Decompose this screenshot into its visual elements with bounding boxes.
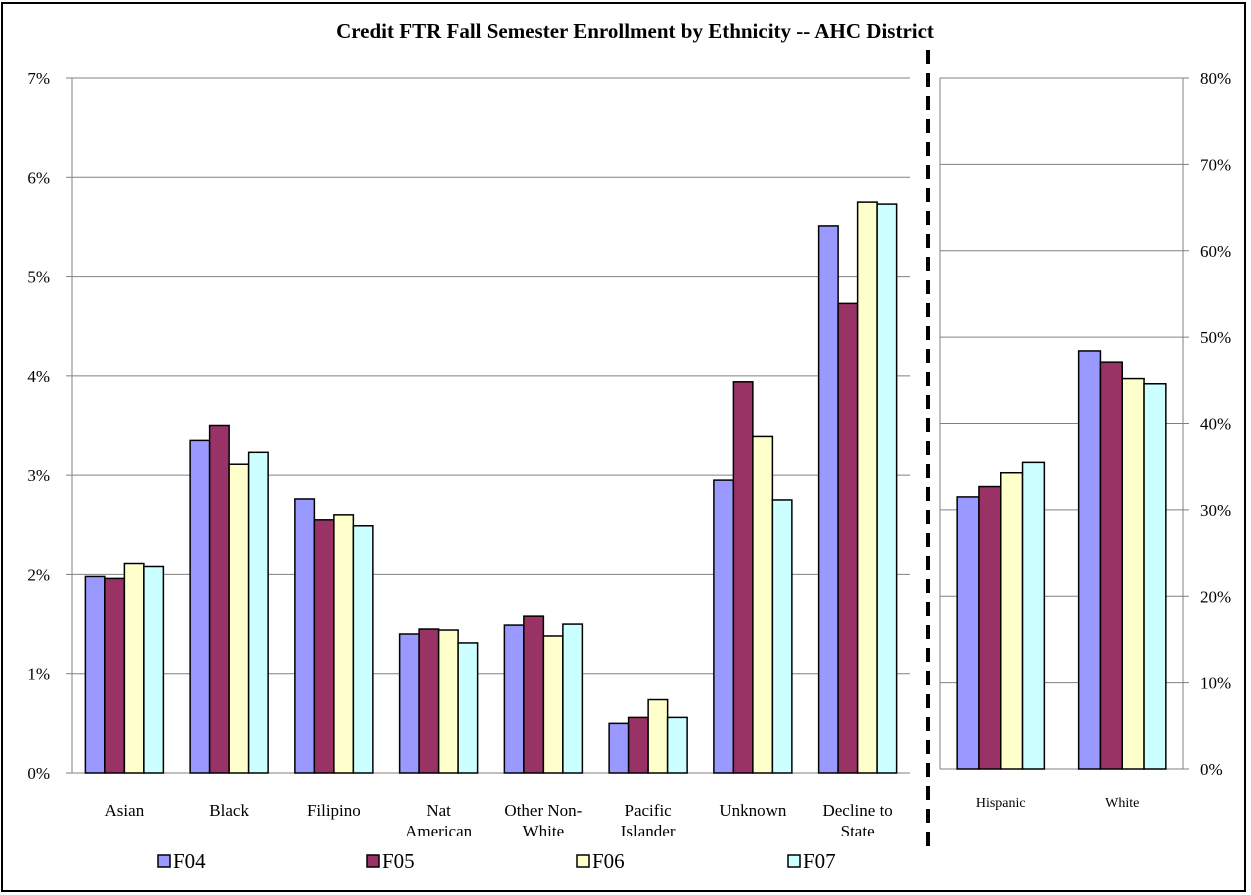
- legend-swatch-F07: [787, 854, 801, 868]
- y-tick-label: 3%: [27, 466, 50, 485]
- bar-F07: [1021, 461, 1046, 770]
- bar-F04: [608, 722, 630, 774]
- y-tick-label: 60%: [1200, 242, 1231, 261]
- bar-F07: [1143, 383, 1167, 770]
- legend-label-F06: F06: [592, 849, 625, 873]
- legend-swatch-F04: [157, 854, 171, 868]
- chart-title: Credit FTR Fall Semester Enrollment by E…: [336, 19, 934, 43]
- bar-F05: [978, 485, 1002, 770]
- legend-swatch-F05: [366, 854, 380, 868]
- bar-F07: [771, 499, 793, 774]
- bar-F07: [143, 565, 165, 774]
- bar-F07: [457, 642, 479, 774]
- legend-label-F07: F07: [803, 849, 836, 873]
- legend: F04 F05 F06 F07: [157, 849, 836, 873]
- y-tick-label: 6%: [27, 168, 50, 187]
- bar-F07: [352, 525, 374, 774]
- x-category-label: Black: [209, 801, 249, 820]
- bar-F06: [542, 635, 564, 774]
- bar-F04: [398, 633, 420, 774]
- bar-F04: [189, 439, 211, 774]
- x-category-label: Decline to: [822, 801, 892, 820]
- x-category-label: Filipino: [307, 801, 361, 820]
- bar-F04: [817, 225, 839, 774]
- y-tick-label: 80%: [1200, 69, 1231, 88]
- bar-F06: [1121, 377, 1145, 770]
- bar-F06: [437, 629, 459, 774]
- bar-F05: [1099, 361, 1123, 770]
- x-category-label: White: [1105, 796, 1139, 811]
- y-tick-label: 0%: [27, 764, 50, 783]
- y-tick-label: 20%: [1200, 587, 1231, 606]
- bar-F05: [208, 424, 230, 774]
- bar-F05: [313, 519, 335, 774]
- x-category-label: Nat: [426, 801, 451, 820]
- x-category-label: Asian: [105, 801, 145, 820]
- y-tick-label: 5%: [27, 268, 50, 287]
- bar-F06: [647, 698, 669, 774]
- y-tick-label: 7%: [27, 69, 50, 88]
- right-plot-area: 0% 10% 20% 30% 40% 50% 60% 70% 80% Hispanic White: [939, 69, 1231, 811]
- y-tick-label: 0%: [1200, 760, 1223, 779]
- bar-F06: [333, 514, 355, 774]
- bar-F05: [523, 615, 545, 774]
- bar-F05: [732, 381, 754, 774]
- bar-F07: [666, 716, 688, 774]
- y-tick-label: 70%: [1200, 155, 1231, 174]
- legend-swatch-F06: [576, 854, 590, 868]
- bar-F05: [627, 716, 649, 774]
- bar-F07: [876, 203, 898, 774]
- bar-F06: [856, 201, 878, 774]
- bar-F05: [837, 302, 859, 774]
- x-category-label: Pacific: [625, 801, 673, 820]
- label-clip: [72, 836, 922, 856]
- bar-F04: [294, 498, 316, 774]
- bar-F07: [247, 451, 269, 774]
- y-tick-label: 2%: [27, 565, 50, 584]
- x-category-label: Other Non-: [504, 801, 582, 820]
- bar-F05: [104, 577, 126, 774]
- y-tick-label: 30%: [1200, 501, 1231, 520]
- y-tick-label: 1%: [27, 665, 50, 684]
- x-category-label: Unknown: [719, 801, 787, 820]
- bar-F04: [84, 575, 106, 774]
- y-tick-label: 50%: [1200, 328, 1231, 347]
- x-category-label: Hispanic: [976, 796, 1026, 811]
- y-tick-label: 40%: [1200, 415, 1231, 434]
- bar-F06: [752, 435, 774, 774]
- bar-F04: [713, 479, 735, 774]
- legend-label-F05: F05: [382, 849, 415, 873]
- bar-F06: [228, 463, 250, 774]
- y-tick-label: 4%: [27, 367, 50, 386]
- left-plot-area: 0%1%2%3%4%5%6%7%Asian Black Filipino NatAme…: [27, 69, 922, 856]
- bar-F06: [123, 562, 145, 774]
- bar-F05: [418, 628, 440, 774]
- bar-F04: [956, 496, 980, 770]
- bar-F04: [1077, 350, 1102, 770]
- bar-F04: [503, 624, 525, 774]
- bar-F06: [1000, 471, 1024, 770]
- bar-F07: [562, 623, 584, 774]
- legend-label-F04: F04: [173, 849, 206, 873]
- y-tick-label: 10%: [1200, 674, 1231, 693]
